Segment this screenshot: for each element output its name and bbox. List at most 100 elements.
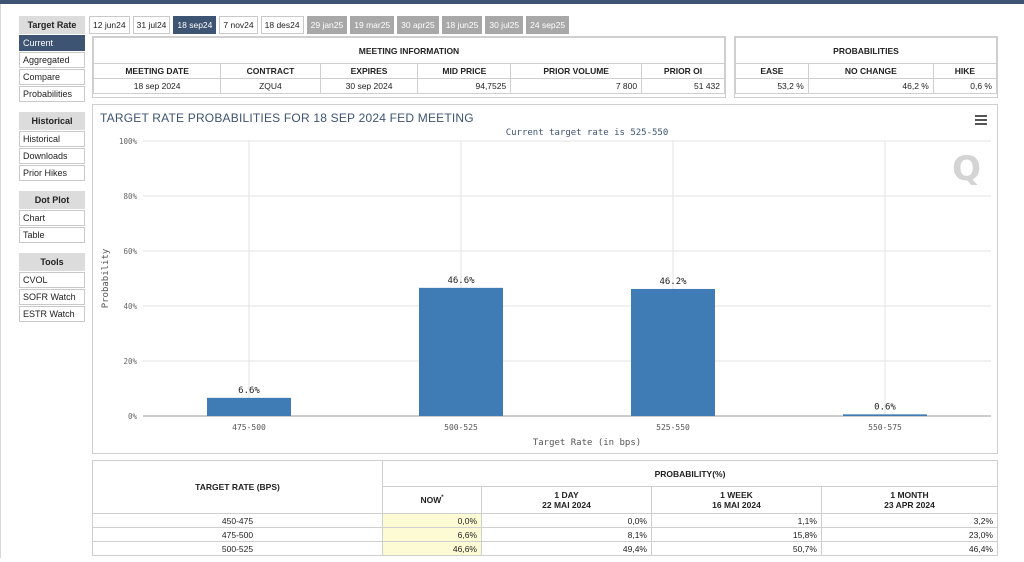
sidebar-item-cvol[interactable]: CVOL bbox=[19, 272, 85, 288]
header-mid-price: MID PRICE bbox=[417, 63, 512, 79]
probability-history-panel: TARGET RATE (BPS) PROBABILITY(%) NOW* 1 D… bbox=[92, 460, 999, 562]
probability-bar-chart: 0% 20% 40% 60% 80% 100% 6.6% 475-500 46.6% 500-52… bbox=[101, 128, 991, 448]
probabilities-title: PROBABILITIES bbox=[735, 37, 997, 64]
y-tick-label: 100% bbox=[119, 137, 138, 146]
y-tick-label: 20% bbox=[123, 357, 137, 366]
prior-volume-value: 7 800 bbox=[510, 78, 643, 94]
header-hike: HIKE bbox=[932, 63, 998, 79]
sidebar-item-aggregated[interactable]: Aggregated bbox=[19, 52, 85, 68]
mid-price-value: 94,7525 bbox=[417, 78, 512, 94]
header-period-now: NOW* bbox=[382, 486, 482, 514]
probability-cell: 46,4% bbox=[820, 541, 999, 556]
data-label: 46.6% bbox=[447, 276, 475, 286]
chart-title: TARGET RATE PROBABILITIES FOR 18 SEP 202… bbox=[100, 111, 474, 125]
probability-cell: 46,6% bbox=[382, 541, 482, 556]
probabilities-panel: PROBABILITIES EASE NO CHANGE HIKE 53,2 %… bbox=[734, 36, 998, 98]
table-row: 450-475 0,0% 0,0% 1,1% 3,2% bbox=[92, 513, 999, 528]
tab-29-jan25[interactable]: 29 jan25 bbox=[306, 16, 348, 34]
probability-cell: 6,6% bbox=[382, 527, 482, 542]
tab-24-sep25[interactable]: 24 sep25 bbox=[526, 16, 570, 34]
tab-7-nov24[interactable]: 7 nov24 bbox=[219, 16, 258, 34]
tab-30-jul25[interactable]: 30 jul25 bbox=[485, 16, 524, 34]
y-axis-title: Probability bbox=[101, 248, 111, 308]
header-no-change: NO CHANGE bbox=[807, 63, 934, 79]
tab-18-des24[interactable]: 18 des24 bbox=[260, 16, 304, 34]
sidebar-item-compare[interactable]: Compare bbox=[19, 69, 85, 85]
table-row: 475-500 6,6% 8,1% 15,8% 23,0% bbox=[92, 527, 999, 542]
probability-cell: 3,2% bbox=[820, 513, 999, 528]
y-tick-label: 40% bbox=[123, 302, 137, 311]
bar-500-525[interactable] bbox=[419, 287, 503, 416]
bar-525-550[interactable] bbox=[631, 288, 715, 416]
expires-value: 30 sep 2024 bbox=[319, 78, 419, 94]
quikstrike-logo: Q bbox=[952, 149, 981, 189]
header-prior-oi: PRIOR OI bbox=[641, 63, 725, 79]
header-ease: EASE bbox=[735, 63, 809, 79]
tab-19-mar25[interactable]: 19 mar25 bbox=[350, 16, 395, 34]
meeting-date-tabs: 12 jun24 31 jul24 18 sep24 7 nov24 18 des24 2… bbox=[89, 16, 570, 34]
tab-12-jun24[interactable]: 12 jun24 bbox=[89, 16, 130, 34]
period-date: 16 MAI 2024 bbox=[712, 500, 761, 510]
footnote-marker: * bbox=[441, 495, 444, 502]
data-label: 0.6% bbox=[874, 402, 896, 412]
sidebar-item-downloads[interactable]: Downloads bbox=[19, 148, 85, 164]
sidebar-section-historical: Historical bbox=[19, 112, 85, 130]
data-label: 46.2% bbox=[659, 277, 687, 287]
table-row: 500-525 46,6% 49,4% 50,7% 46,4% bbox=[92, 541, 999, 556]
bar-475-500[interactable] bbox=[207, 397, 291, 416]
x-tick-label: 500-525 bbox=[444, 423, 478, 432]
top-accent-bar bbox=[0, 0, 1024, 4]
sidebar-section-tools: Tools bbox=[19, 253, 85, 271]
header-expires: EXPIRES bbox=[319, 63, 419, 79]
sidebar-item-prior-hikes[interactable]: Prior Hikes bbox=[19, 165, 85, 181]
sidebar-gap bbox=[19, 244, 85, 253]
probability-cell: 1,1% bbox=[650, 513, 822, 528]
sidebar-section-dot-plot: Dot Plot bbox=[19, 191, 85, 209]
sidebar-item-historical[interactable]: Historical bbox=[19, 131, 85, 147]
sidebar-item-probabilities[interactable]: Probabilities bbox=[19, 86, 85, 102]
period-label: 1 WEEK bbox=[720, 490, 753, 500]
ease-value: 53,2 % bbox=[735, 78, 809, 94]
y-tick-label: 60% bbox=[123, 247, 137, 256]
probability-cell: 8,1% bbox=[481, 527, 652, 542]
sidebar-item-chart[interactable]: Chart bbox=[19, 210, 85, 226]
meeting-info-table: MEETING INFORMATION MEETING DATE CONTRAC… bbox=[92, 37, 725, 94]
page-container: Target Rate Current Aggregated Compare Proba… bbox=[0, 4, 1024, 558]
chart-panel: TARGET RATE PROBABILITIES FOR 18 SEP 202… bbox=[92, 104, 998, 454]
period-date: 23 APR 2024 bbox=[884, 500, 935, 510]
chart-subtitle: Current target rate is 525-550 bbox=[506, 128, 669, 138]
sidebar-item-current[interactable]: Current bbox=[19, 35, 85, 51]
x-axis-title: Target Rate (in bps) bbox=[533, 438, 641, 448]
meeting-info-title: MEETING INFORMATION bbox=[93, 37, 725, 64]
sidebar-item-table[interactable]: Table bbox=[19, 227, 85, 243]
sidebar-nav: Target Rate Current Aggregated Compare Proba… bbox=[19, 16, 85, 323]
period-label: 1 DAY bbox=[554, 490, 579, 500]
probability-history-table: TARGET RATE (BPS) PROBABILITY(%) NOW* 1 D… bbox=[92, 460, 999, 556]
probability-cell: 0,0% bbox=[382, 513, 482, 528]
tab-31-jul24[interactable]: 31 jul24 bbox=[132, 16, 171, 34]
tab-18-sep24[interactable]: 18 sep24 bbox=[173, 16, 217, 34]
bar-550-575[interactable] bbox=[843, 414, 927, 416]
target-rate-cell: 475-500 bbox=[92, 527, 383, 542]
header-target-rate: TARGET RATE (BPS) bbox=[92, 460, 383, 514]
sidebar-section-target-rate: Target Rate bbox=[19, 16, 85, 34]
x-tick-label: 550-575 bbox=[868, 423, 902, 432]
period-label: 1 MONTH bbox=[890, 490, 929, 500]
tab-30-apr25[interactable]: 30 apr25 bbox=[397, 16, 439, 34]
target-rate-cell: 500-525 bbox=[92, 541, 383, 556]
chart-menu-icon[interactable] bbox=[975, 115, 987, 125]
sidebar-item-sofr-watch[interactable]: SOFR Watch bbox=[19, 289, 85, 305]
probability-cell: 50,7% bbox=[650, 541, 822, 556]
sidebar-item-estr-watch[interactable]: ESTR Watch bbox=[19, 306, 85, 322]
header-period-1-day: 1 DAY 22 MAI 2024 bbox=[481, 486, 652, 514]
target-rate-cell: 450-475 bbox=[92, 513, 383, 528]
prior-oi-value: 51 432 bbox=[641, 78, 725, 94]
x-tick-label: 525-550 bbox=[656, 423, 690, 432]
probability-cell: 23,0% bbox=[820, 527, 999, 542]
probability-cell: 49,4% bbox=[481, 541, 652, 556]
meeting-info-panel: MEETING INFORMATION MEETING DATE CONTRAC… bbox=[92, 36, 726, 98]
no-change-value: 46,2 % bbox=[807, 78, 934, 94]
header-meeting-date: MEETING DATE bbox=[92, 63, 222, 79]
period-label: NOW bbox=[420, 495, 442, 505]
tab-18-jun25[interactable]: 18 jun25 bbox=[441, 16, 483, 34]
